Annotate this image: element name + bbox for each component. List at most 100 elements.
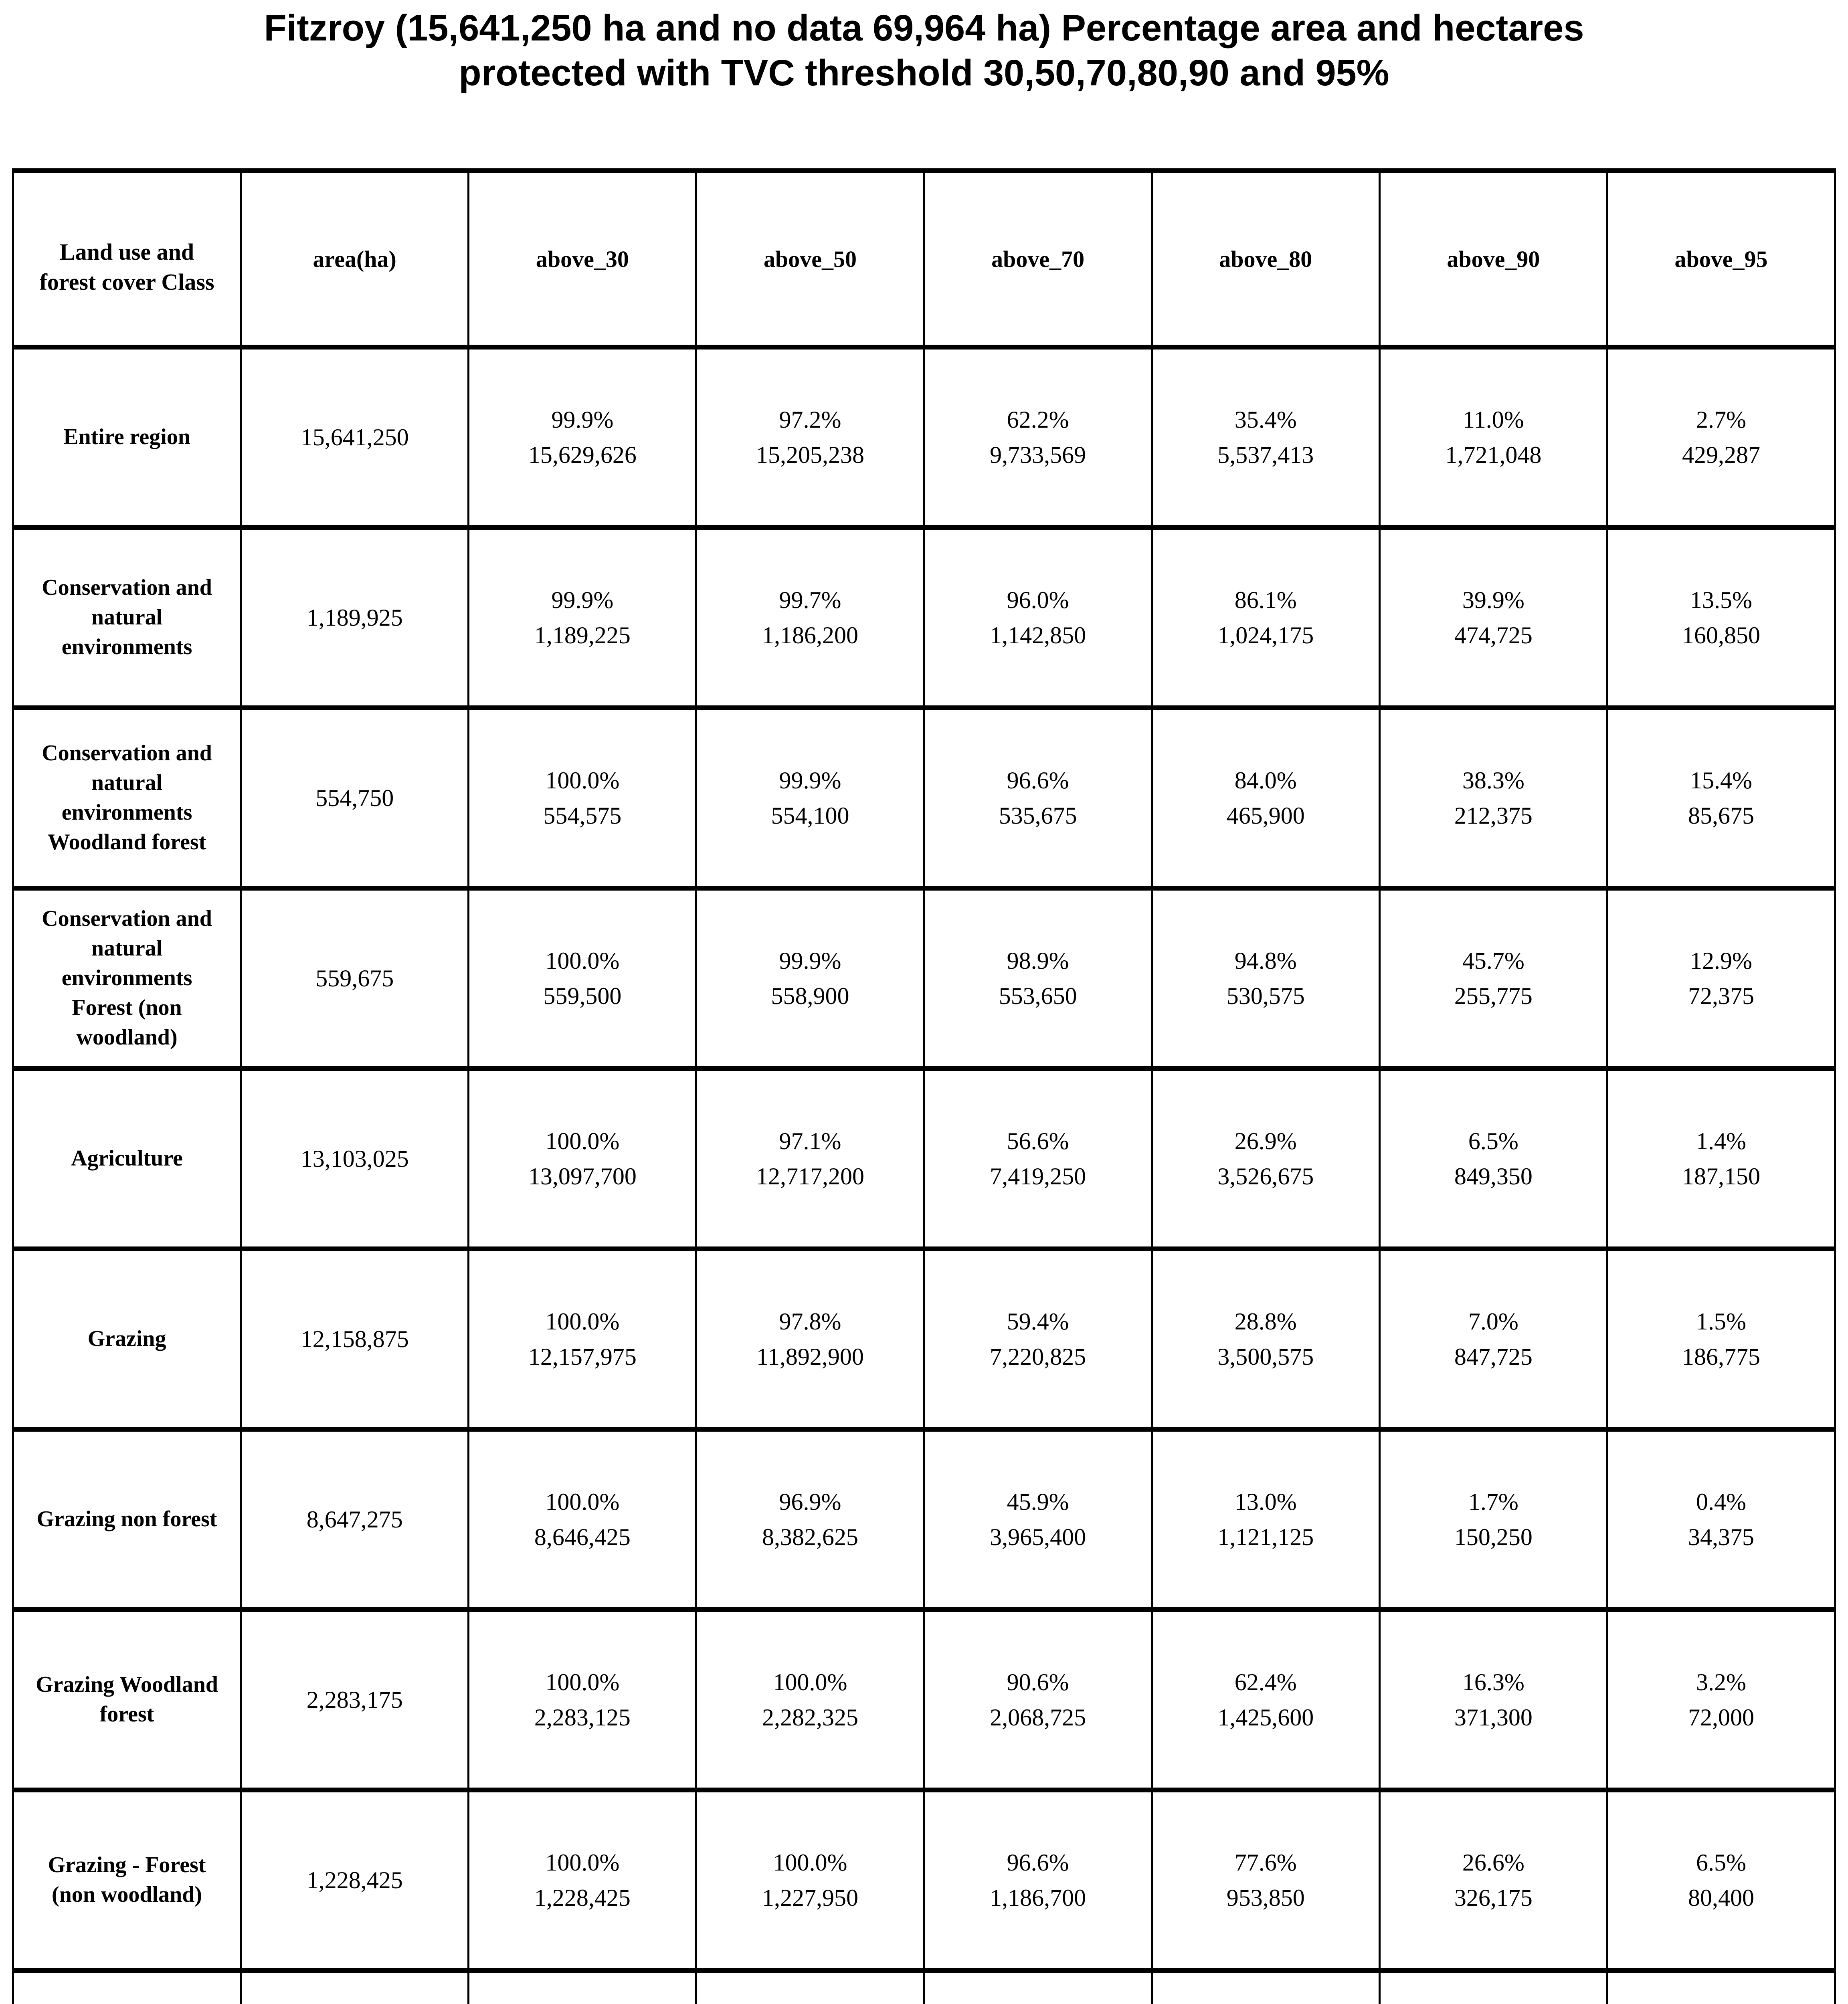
threshold-percent: 99.9%: [779, 767, 841, 794]
threshold-percent: 100.0%: [773, 1669, 847, 1695]
area-ha-value: 2,283,175: [240, 1607, 470, 1792]
threshold-hectares: 212,375: [1454, 802, 1533, 829]
row-label: Grazing Woodland forest: [12, 1607, 242, 1792]
threshold-cell: 6.5% 80,400: [1606, 1788, 1836, 1973]
threshold-cell: 86.1% 1,024,175: [1150, 525, 1381, 710]
threshold-hectares: 559,500: [543, 983, 622, 1009]
threshold-hectares: 1,227,950: [762, 1885, 858, 1911]
threshold-hectares: 535,675: [999, 802, 1077, 829]
threshold-cell: 7.0% 847,725: [1378, 1246, 1608, 1432]
threshold-hectares: 849,350: [1454, 1163, 1533, 1190]
threshold-percent: 2.7%: [1696, 406, 1746, 433]
threshold-hectares: 2,283,125: [534, 1704, 631, 1731]
threshold-hectares: 554,575: [543, 802, 622, 829]
threshold-percent: 100.0%: [545, 1308, 620, 1335]
area-ha-value: 1,228,425: [240, 1788, 470, 1973]
threshold-percent: 99.9%: [551, 587, 614, 613]
row-label: Conservation and natural environments Fo…: [12, 886, 242, 1071]
threshold-hectares: 7,220,825: [990, 1343, 1086, 1370]
threshold-hectares: 2,068,725: [990, 1704, 1086, 1731]
threshold-cell: 13.5% 160,850: [1606, 525, 1836, 710]
threshold-percent: 1.5%: [1696, 1308, 1746, 1335]
threshold-cell: 45.7% 255,775: [1378, 886, 1608, 1071]
threshold-cell: 0.4% 34,375: [1606, 1427, 1836, 1612]
threshold-percent: 86.1%: [1234, 587, 1297, 613]
threshold-hectares: 1,142,850: [990, 622, 1086, 648]
threshold-percent: 26.9%: [1234, 1128, 1297, 1154]
threshold-percent: 39.9%: [1462, 587, 1524, 613]
area-ha-value: 554,750: [240, 705, 470, 891]
threshold-cell: 100.0% 13,097,700: [467, 1066, 698, 1251]
table-row: Grazing - Forest (non woodland) 1,228,425…: [12, 1788, 1836, 1973]
threshold-hectares: 3,500,575: [1217, 1343, 1314, 1370]
threshold-hectares: 1,189,225: [534, 622, 631, 648]
threshold-percent: 26.6%: [1462, 1849, 1524, 1876]
threshold-cell: 96.9% 8,382,625: [695, 1427, 925, 1612]
threshold-cell: 62.4% 1,425,600: [1150, 1607, 1381, 1792]
threshold-hectares: 465,900: [1226, 802, 1305, 829]
threshold-cell: 0.0%250: [1606, 1968, 1836, 2004]
threshold-hectares: 12,157,975: [528, 1343, 637, 1370]
threshold-hectares: 150,250: [1454, 1524, 1533, 1550]
area-ha-value: 12,158,875: [240, 1246, 470, 1432]
threshold-percent: 15.4%: [1690, 767, 1752, 794]
row-label: Conservation and natural environments: [12, 525, 242, 710]
column-header: area(ha): [240, 168, 470, 349]
table-row: Cropping812,82599.5%809,05088.1%716,4252…: [12, 1968, 1836, 2004]
threshold-cell: 100.0% 559,500: [467, 886, 698, 1071]
threshold-percent: 100.0%: [773, 1849, 847, 1876]
table-row: Conservation and natural environments 1,1…: [12, 525, 1836, 710]
threshold-percent: 97.8%: [779, 1308, 841, 1335]
threshold-cell: 97.2% 15,205,238: [695, 345, 925, 530]
threshold-percent: 45.7%: [1462, 947, 1524, 974]
threshold-cell: 16.3% 371,300: [1378, 1607, 1608, 1792]
threshold-percent: 100.0%: [545, 1669, 620, 1695]
threshold-percent: 77.6%: [1234, 1849, 1297, 1876]
threshold-cell: 99.9% 558,900: [695, 886, 925, 1071]
threshold-hectares: 9,733,569: [990, 442, 1086, 468]
land-use-protection-table: Land use and forest cover Class area(ha) a…: [12, 168, 1836, 2004]
threshold-hectares: 1,425,600: [1217, 1704, 1314, 1731]
table-row: Agriculture 13,103,025 100.0% 13,097,700 97.…: [12, 1066, 1836, 1251]
threshold-percent: 38.3%: [1462, 767, 1524, 794]
threshold-percent: 62.4%: [1234, 1669, 1297, 1695]
area-ha-value: 559,675: [240, 886, 470, 1071]
threshold-percent: 0.4%: [1696, 1489, 1746, 1515]
threshold-percent: 7.0%: [1468, 1308, 1518, 1335]
threshold-hectares: 15,205,238: [756, 442, 864, 468]
table-row: Grazing non forest 8,647,275 100.0% 8,646,4…: [12, 1427, 1836, 1612]
threshold-percent: 96.0%: [1007, 587, 1069, 613]
row-label: Agriculture: [12, 1066, 242, 1251]
area-ha-value: 8,647,275: [240, 1427, 470, 1612]
row-label: Conservation and natural environments Wo…: [12, 705, 242, 891]
threshold-hectares: 953,850: [1226, 1885, 1305, 1911]
threshold-hectares: 530,575: [1226, 983, 1305, 1009]
threshold-cell: 98.9% 553,650: [923, 886, 1153, 1071]
threshold-cell: 35.4% 5,537,413: [1150, 345, 1381, 530]
column-header: above_30: [467, 168, 698, 349]
threshold-cell: 90.6% 2,068,725: [923, 1607, 1153, 1792]
threshold-hectares: 8,646,425: [534, 1524, 631, 1550]
threshold-hectares: 2,282,325: [762, 1704, 858, 1731]
area-ha-value: 15,641,250: [240, 345, 470, 530]
threshold-hectares: 255,775: [1454, 983, 1533, 1009]
threshold-cell: 13.0% 1,121,125: [1150, 1427, 1381, 1612]
area-ha-value: 13,103,025: [240, 1066, 470, 1251]
threshold-hectares: 8,382,625: [762, 1524, 858, 1550]
threshold-cell: 39.9% 474,725: [1378, 525, 1608, 710]
threshold-hectares: 11,892,900: [756, 1343, 864, 1370]
threshold-cell: 2.4%19,875: [1150, 1968, 1381, 2004]
threshold-percent: 13.0%: [1234, 1489, 1297, 1515]
threshold-cell: 88.1%716,425: [695, 1968, 925, 2004]
threshold-cell: 12.9% 72,375: [1606, 886, 1836, 1071]
threshold-cell: 38.3% 212,375: [1378, 705, 1608, 891]
threshold-percent: 96.9%: [779, 1489, 841, 1515]
threshold-cell: 100.0% 2,282,325: [695, 1607, 925, 1792]
threshold-hectares: 3,965,400: [990, 1524, 1086, 1550]
threshold-cell: 62.2% 9,733,569: [923, 345, 1153, 530]
threshold-hectares: 187,150: [1682, 1163, 1760, 1190]
threshold-percent: 100.0%: [545, 1849, 620, 1876]
threshold-percent: 59.4%: [1007, 1308, 1069, 1335]
threshold-cell: 97.1% 12,717,200: [695, 1066, 925, 1251]
threshold-hectares: 80,400: [1688, 1885, 1754, 1911]
